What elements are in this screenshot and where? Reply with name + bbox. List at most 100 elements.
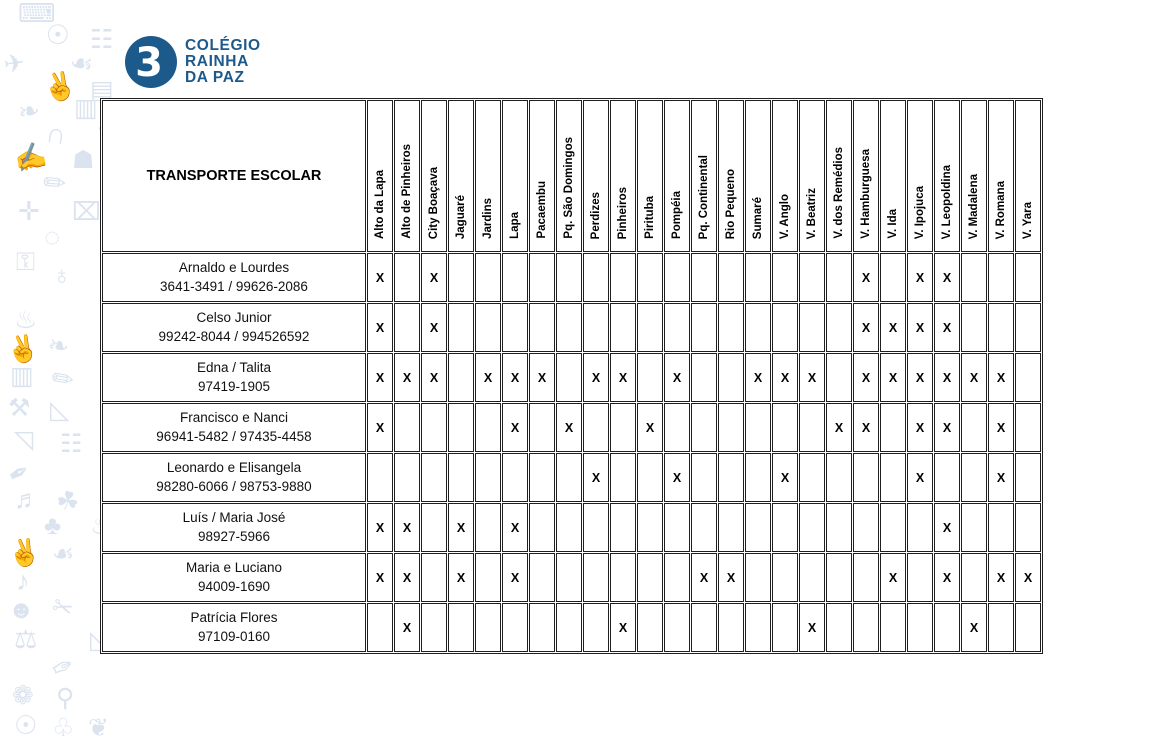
mark-cell <box>799 403 825 452</box>
mark-cell <box>448 453 474 502</box>
mark-cell: X <box>934 253 960 302</box>
mark-cell <box>637 353 663 402</box>
school-name: COLÉGIO RAINHA DA PAZ <box>185 37 261 86</box>
mark-cell <box>556 303 582 352</box>
plant2-icon: ❦ <box>88 714 109 742</box>
mark-cell <box>664 553 690 602</box>
mark-cell <box>421 453 447 502</box>
magnifier-icon: ◌ <box>44 222 61 252</box>
bird-icon: ✌ <box>4 534 44 572</box>
mark-cell: X <box>394 353 420 402</box>
driver-phone: 99242-8044 / 994526592 <box>158 328 310 344</box>
mark-cell <box>583 603 609 652</box>
mark-cell <box>1015 303 1041 352</box>
mark-cell: X <box>880 353 906 402</box>
driver-cell: Patrícia Flores 97109-0160 <box>102 603 366 652</box>
mark-cell <box>772 553 798 602</box>
mark-cell <box>691 453 717 502</box>
mark-cell: X <box>934 353 960 402</box>
mark-cell <box>610 453 636 502</box>
mark-cell: X <box>880 303 906 352</box>
mark-cell <box>556 503 582 552</box>
mark-cell <box>772 603 798 652</box>
gamepad-icon: ✛ <box>18 196 40 226</box>
mark-cell: X <box>988 553 1014 602</box>
mark-cell <box>583 253 609 302</box>
mark-cell <box>961 253 987 302</box>
mark-cell <box>772 253 798 302</box>
driver-name: Celso Junior <box>196 309 272 325</box>
mark-cell: X <box>853 403 879 452</box>
mark-cell: X <box>664 353 690 402</box>
handshake-icon: ✍ <box>10 138 50 176</box>
neighborhood-label: Jardins <box>482 198 494 239</box>
neighborhood-label: Pinheiros <box>617 186 629 239</box>
mark-cell <box>529 553 555 602</box>
pencil-icon: ✎ <box>36 164 74 202</box>
calculator-icon: ☷ <box>90 24 114 54</box>
mark-cell <box>691 353 717 402</box>
triangle-icon: ◹ <box>14 426 34 454</box>
mark-cell <box>556 253 582 302</box>
mark-cell <box>583 303 609 352</box>
mark-cell <box>610 303 636 352</box>
mark-cell <box>745 603 771 652</box>
neighborhood-column-header: V. Romana <box>988 100 1014 252</box>
book2-icon: ▥ <box>10 362 34 390</box>
mark-cell: X <box>907 303 933 352</box>
mark-cell: X <box>502 353 528 402</box>
driver-row: Luís / Maria José 98927-5966 X X X X X <box>102 503 1041 552</box>
mark-cell <box>745 403 771 452</box>
mark-cell <box>529 253 555 302</box>
mark-cell <box>664 253 690 302</box>
mark-cell: X <box>394 553 420 602</box>
mark-cell <box>880 603 906 652</box>
mark-cell <box>610 503 636 552</box>
mark-cell: X <box>853 353 879 402</box>
mark-cell <box>529 503 555 552</box>
mark-cell: X <box>853 303 879 352</box>
mark-cell <box>745 503 771 552</box>
mark-cell: X <box>907 253 933 302</box>
mark-cell <box>988 603 1014 652</box>
pencil2-icon: ✎ <box>45 360 81 398</box>
mark-cell <box>745 303 771 352</box>
school-logo-mark-icon: 3 <box>125 36 177 88</box>
mark-cell <box>826 453 852 502</box>
brick-wall-icon: ▤ <box>90 76 114 104</box>
gear-icon: ❁ <box>12 680 34 710</box>
mark-cell <box>826 603 852 652</box>
music-note-icon: ♪ <box>16 566 30 596</box>
mark-cell <box>934 453 960 502</box>
neighborhood-label: Pq. São Domingos <box>563 137 575 239</box>
mark-cell <box>799 303 825 352</box>
mark-cell: X <box>394 503 420 552</box>
mark-cell <box>556 553 582 602</box>
driver-cell: Francisco e Nanci 96941-5482 / 97435-4458 <box>102 403 366 452</box>
neighborhood-column-header: V. Ida <box>880 100 906 252</box>
mark-cell <box>961 553 987 602</box>
neighborhood-column-header: Pompéia <box>664 100 690 252</box>
mark-cell <box>691 253 717 302</box>
mark-cell: X <box>583 353 609 402</box>
neighborhood-label: V. Ida <box>887 209 899 239</box>
mark-cell: X <box>610 353 636 402</box>
grid-icon: ☷ <box>60 430 83 458</box>
mark-cell <box>664 603 690 652</box>
mark-cell <box>475 403 501 452</box>
driver-row: Francisco e Nanci 96941-5482 / 97435-4458… <box>102 403 1041 452</box>
mark-cell: X <box>853 253 879 302</box>
globe2-icon: ♁ <box>52 260 72 290</box>
mark-cell <box>934 603 960 652</box>
header-row: TRANSPORTE ESCOLAR Alto da Lapa Alto de Pi… <box>102 100 1041 252</box>
neighborhood-column-header: Jardins <box>475 100 501 252</box>
mark-cell <box>691 503 717 552</box>
svg-text:3: 3 <box>135 40 163 86</box>
mark-cell <box>799 503 825 552</box>
mark-cell <box>826 353 852 402</box>
mark-cell: X <box>799 603 825 652</box>
neighborhood-label: Rio Pequeno <box>725 168 737 239</box>
neighborhood-label: Pq. Continental <box>698 154 710 239</box>
mark-cell <box>988 303 1014 352</box>
neighborhood-column-header: V. Madalena <box>961 100 987 252</box>
